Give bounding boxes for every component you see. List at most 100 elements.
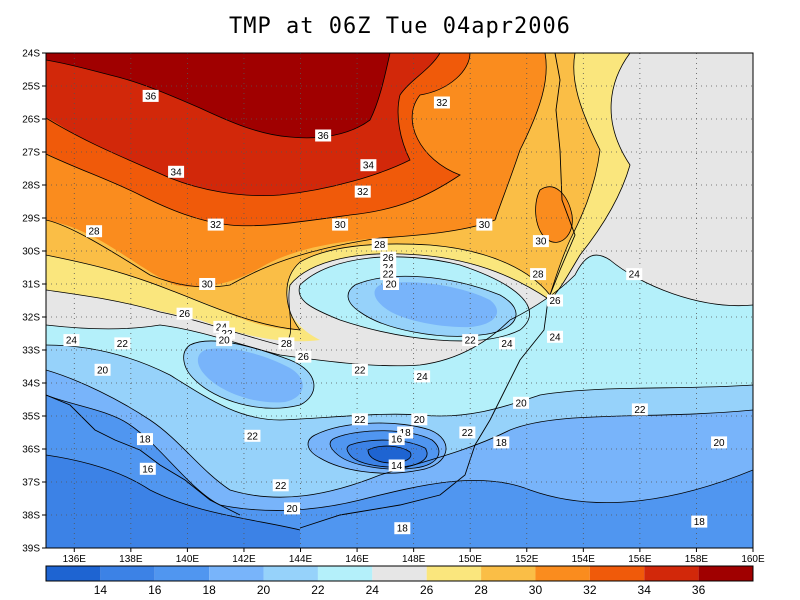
x-tick-label: 142E [232,554,256,565]
contour-label-bg [332,218,349,231]
x-tick-label: 156E [628,554,652,565]
contour-label: 14 [391,461,403,472]
contour-label: 24 [66,336,78,347]
colorbar-swatch [426,566,482,581]
contour-label-bg [476,218,493,231]
contour-label: 36 [318,131,330,142]
contour-label: 20 [385,280,397,291]
contour-label-bg [244,429,261,442]
contour-label: 22 [634,405,646,416]
y-tick-label: 27S [22,148,40,159]
contour-label: 20 [714,438,726,449]
contour-label-bg [388,459,405,472]
x-axis: 136E 138E 140E 142E 144E 146E 148E 150E 152E 154E… [63,548,765,565]
contour-label-bg [371,238,388,251]
colorbar-swatch [317,566,373,581]
contour-label-bg [63,334,80,347]
contour-label-bg [380,268,397,281]
contour-label: 24 [549,332,561,343]
contour-label: 30 [202,280,214,291]
fill-band-gt-36 [46,53,390,138]
contour-label-bg [360,159,377,172]
contour-label: 28 [374,240,386,251]
colorbar: 14 16 18 20 22 24 26 28 30 32 34 36 [45,565,754,597]
contour-label-bg [354,185,371,198]
fill-band-30-32-patch [535,186,573,243]
fill-band-16-18 [46,395,753,548]
colorbar-swatch [372,566,427,581]
contour-label: 26 [549,296,561,307]
colorbar-label: 32 [583,583,597,597]
colorbar-swatch [46,566,101,581]
contour-label: 32 [210,220,222,231]
contour-label-bg [711,436,728,449]
contour-label-bg [136,433,153,446]
colorbar-swatch [535,566,590,581]
contour-label-bg [388,433,405,446]
x-tick-label: 136E [63,554,87,565]
x-tick-label: 144E [289,554,313,565]
contour-label: 22 [117,339,129,350]
contour-label-bg [295,350,312,363]
contour-label: 32 [357,187,369,198]
contour-label: 26 [298,352,310,363]
y-tick-label: 37S [22,478,40,489]
contour-label: 36 [145,91,157,102]
colorbar-swatch [263,566,318,581]
contour-label: 20 [97,365,109,376]
chart-title: TMP at 06Z Tue 04apr2006 [229,14,571,39]
contour-label-bg [433,96,450,109]
y-tick-label: 38S [22,511,40,522]
colorbar-label: 22 [311,583,325,597]
contour-label: 20 [414,415,426,426]
contour-label-bg [394,522,411,535]
map-fill-layer [46,53,753,548]
contour-label-bg [631,403,648,416]
contour-label: 18 [139,435,151,446]
contour-labels: 36 36 34 34 32 32 32 30 30 30 30 28 28 28 28 26 26 26 26 24… [63,89,728,535]
contour-label: 30 [479,220,491,231]
contour-label: 18 [496,438,508,449]
contour-label: 24 [417,372,429,383]
colorbar-label: 24 [366,583,380,597]
y-tick-label: 28S [22,181,40,192]
contour-label: 20 [286,504,298,515]
x-tick-label: 154E [572,554,596,565]
contour-label-bg [351,413,368,426]
contour-label-bg [176,307,193,320]
colorbar-label: 28 [474,583,488,597]
colorbar-label: 30 [529,583,543,597]
contour-label: 26 [179,309,191,320]
colorbar-label: 18 [202,583,216,597]
colorbar-swatch [209,566,264,581]
colorbar-label: 14 [94,583,108,597]
y-tick-label: 34S [22,379,40,390]
contour-label-bg [168,165,185,178]
x-tick-label: 140E [176,554,200,565]
x-tick-label: 150E [459,554,483,565]
contour-label-bg [86,225,103,238]
y-tick-label: 30S [22,247,40,258]
y-tick-label: 35S [22,412,40,423]
contour-label: 28 [281,339,293,350]
colorbar-label: 36 [692,583,706,597]
contour-label-bg [547,330,564,343]
contour-label: 22 [462,428,474,439]
x-tick-label: 146E [345,554,369,565]
contour-label: 22 [354,415,366,426]
fill-band-14-16 [46,455,300,548]
contour-label-bg [383,278,400,290]
contour-label-bg [530,268,547,281]
y-tick-label: 32S [22,313,40,324]
contour-label: 30 [535,237,547,248]
colorbar-label: 20 [257,583,271,597]
contour-label-bg [414,370,431,383]
y-tick-label: 26S [22,115,40,126]
colorbar-swatch [644,566,699,581]
colorbar-swatch [100,566,155,581]
contour-lines [46,53,753,531]
contour-label: 26 [383,253,395,264]
colorbar-swatch [481,566,536,581]
colorbar-label: 34 [638,583,652,597]
contour-label-bg [315,129,332,142]
